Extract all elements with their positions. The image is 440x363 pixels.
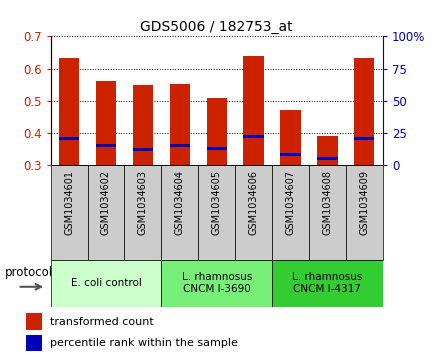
Bar: [280, 110, 301, 165]
Text: E. coli control: E. coli control: [70, 278, 141, 288]
Text: GSM1034603: GSM1034603: [138, 170, 148, 235]
Bar: [51, 260, 161, 307]
Bar: [170, 84, 190, 165]
Text: GSM1034606: GSM1034606: [249, 170, 259, 235]
Bar: [96, 144, 116, 147]
Bar: [354, 137, 374, 140]
Text: GSM1034604: GSM1034604: [175, 170, 185, 235]
Bar: [317, 135, 337, 165]
Bar: [26, 335, 42, 351]
Bar: [243, 56, 264, 165]
Bar: [59, 137, 79, 140]
Bar: [309, 165, 346, 260]
Bar: [272, 260, 383, 307]
Title: GDS5006 / 182753_at: GDS5006 / 182753_at: [140, 20, 293, 34]
Bar: [59, 58, 79, 165]
Bar: [88, 165, 125, 260]
Bar: [161, 165, 198, 260]
Text: GSM1034607: GSM1034607: [286, 170, 296, 235]
Bar: [317, 157, 337, 160]
Bar: [51, 165, 88, 260]
Text: GSM1034605: GSM1034605: [212, 170, 222, 235]
Bar: [125, 165, 161, 260]
Bar: [26, 313, 42, 330]
Text: GSM1034609: GSM1034609: [359, 170, 369, 235]
Text: GSM1034608: GSM1034608: [323, 170, 333, 235]
Text: GSM1034601: GSM1034601: [64, 170, 74, 235]
Text: transformed count: transformed count: [50, 317, 154, 327]
Bar: [133, 148, 153, 151]
Text: percentile rank within the sample: percentile rank within the sample: [50, 338, 238, 348]
Bar: [206, 98, 227, 165]
Bar: [133, 85, 153, 165]
Bar: [235, 165, 272, 260]
Text: L. rhamnosus
CNCM I-3690: L. rhamnosus CNCM I-3690: [182, 272, 252, 294]
Text: protocol: protocol: [4, 266, 52, 279]
Bar: [198, 165, 235, 260]
Text: GSM1034602: GSM1034602: [101, 170, 111, 235]
Bar: [346, 165, 383, 260]
Bar: [354, 58, 374, 165]
Text: L. rhamnosus
CNCM I-4317: L. rhamnosus CNCM I-4317: [292, 272, 363, 294]
Bar: [272, 165, 309, 260]
Bar: [170, 144, 190, 147]
Bar: [206, 147, 227, 150]
Bar: [280, 153, 301, 156]
Bar: [243, 135, 264, 138]
Bar: [161, 260, 272, 307]
Bar: [96, 81, 116, 165]
